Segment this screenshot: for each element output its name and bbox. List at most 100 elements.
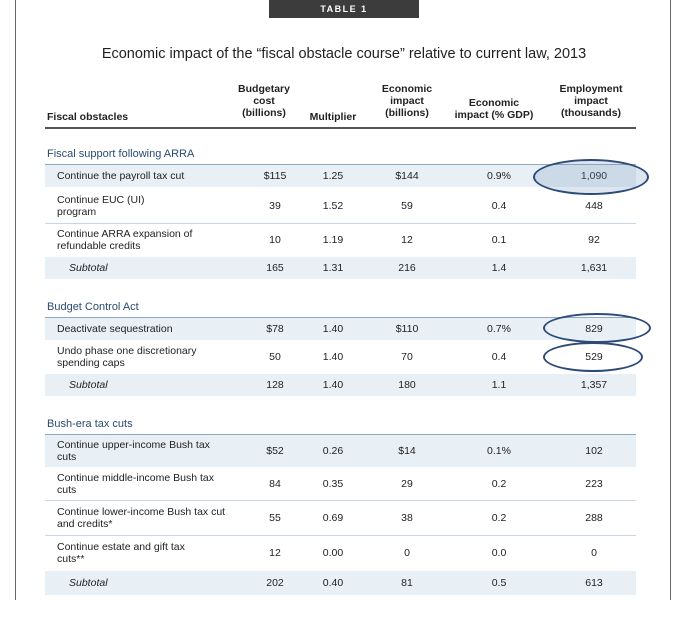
row-label: Continue lower-income Bush tax cut and c… — [57, 506, 226, 530]
row-label: Continue estate and gift tax cuts** — [57, 541, 185, 565]
header-fiscal-obstacles: Fiscal obstacles — [47, 111, 129, 123]
section-label-bush: Bush-era tax cuts — [47, 418, 133, 430]
section-divider — [45, 164, 636, 165]
row-label: Continue EUC (UI) program — [57, 193, 145, 218]
section-divider — [45, 434, 636, 435]
cell-multiplier: 0.40 — [322, 577, 344, 589]
header-rule — [45, 127, 636, 129]
cell-impact: $14 — [398, 445, 416, 457]
header-employment-line1: Employment — [559, 83, 623, 95]
cell-cost: 84 — [269, 478, 281, 490]
highlight-ellipse-sequestration — [543, 313, 651, 343]
cell-multiplier: 1.25 — [322, 170, 344, 182]
row-label: Continue ARRA expansion of refundable cr… — [57, 228, 193, 252]
cell-multiplier: 1.19 — [322, 234, 344, 246]
cell-multiplier: 0.69 — [322, 512, 344, 524]
row-label: Deactivate sequestration — [57, 323, 173, 335]
cell-cost: $52 — [266, 445, 284, 457]
table-row: Continue middle-income Bush tax cuts 84 … — [45, 468, 636, 500]
cell-gdp: 0.9% — [487, 170, 511, 182]
cell-multiplier: 1.40 — [322, 351, 344, 363]
subtotal-row: Subtotal 202 0.40 81 0.5 613 — [45, 571, 636, 595]
cell-impact: 81 — [401, 577, 413, 589]
cell-impact: $110 — [395, 323, 419, 335]
cell-multiplier: 0.35 — [322, 478, 344, 490]
cell-impact: 180 — [398, 379, 416, 391]
cell-impact: 12 — [401, 234, 413, 246]
row-divider — [45, 535, 636, 536]
cell-cost: $115 — [263, 170, 287, 182]
subtotal-row: Subtotal 128 1.40 180 1.1 1,357 — [45, 374, 636, 396]
cell-gdp: 0.1 — [491, 234, 507, 246]
cell-employment: 613 — [585, 577, 603, 589]
table-row: Continue EUC (UI) program 39 1.52 59 0.4… — [45, 188, 636, 223]
cell-employment: 0 — [591, 547, 597, 559]
cell-employment: 223 — [585, 478, 603, 490]
section-divider — [45, 317, 636, 318]
cell-employment: 448 — [585, 199, 603, 212]
header-budgetary-cost: Budgetary cost (billions) — [230, 83, 298, 119]
cell-employment: 92 — [588, 234, 600, 246]
highlight-ellipse-caps — [543, 342, 643, 372]
cell-impact: 0 — [404, 547, 410, 559]
cell-cost: $78 — [266, 323, 284, 335]
cell-multiplier: 1.40 — [322, 323, 344, 335]
row-label: Undo phase one discretionary spending ca… — [57, 345, 197, 369]
cell-cost: 128 — [266, 379, 284, 391]
cell-gdp: 0.2 — [491, 512, 507, 524]
header-multiplier: Multiplier — [309, 111, 357, 123]
cell-employment: 1,631 — [580, 262, 608, 274]
cell-cost: 50 — [269, 351, 281, 363]
section-label-bca: Budget Control Act — [47, 301, 139, 313]
row-label: Subtotal — [69, 379, 108, 391]
table-label: TABLE 1 — [269, 0, 419, 18]
table-row: Continue upper-income Bush tax cuts $52 … — [45, 435, 636, 467]
table-row: Deactivate sequestration $78 1.40 $110 0… — [45, 318, 636, 340]
cell-gdp: 0.1% — [487, 445, 511, 457]
page-frame — [15, 0, 671, 600]
cell-multiplier: 1.31 — [322, 262, 344, 274]
cell-gdp: 0.4 — [491, 351, 507, 363]
row-label: Continue upper-income Bush tax cuts — [57, 439, 210, 463]
header-employment-impact: Employment impact (thousands) — [552, 83, 630, 119]
row-divider — [45, 223, 636, 224]
table-title: Economic impact of the “fiscal obstacle … — [101, 46, 587, 62]
cell-impact: 29 — [401, 478, 413, 490]
cell-gdp: 1.1 — [491, 379, 507, 391]
cell-cost: 12 — [269, 547, 281, 559]
row-label: Continue middle-income Bush tax cuts — [57, 472, 214, 496]
header-budgetary-cost-line1: Budgetary — [238, 83, 290, 95]
table-row: Continue ARRA expansion of refundable cr… — [45, 224, 636, 256]
cell-multiplier: 1.52 — [322, 199, 344, 212]
cell-gdp: 0.2 — [491, 478, 507, 490]
cell-gdp: 0.4 — [491, 199, 507, 212]
header-economic-impact-gdp: Economic impact (% GDP) — [447, 97, 541, 121]
header-economic-impact: Economic impact (billions) — [375, 83, 439, 119]
cell-impact: 70 — [401, 351, 413, 363]
subtotal-row: Subtotal 165 1.31 216 1.4 1,631 — [45, 257, 636, 279]
header-gdp-line1: Economic — [468, 97, 520, 109]
cell-gdp: 0.7% — [487, 323, 511, 335]
cell-multiplier: 0.26 — [322, 445, 344, 457]
table-row: Continue lower-income Bush tax cut and c… — [45, 501, 636, 535]
cell-gdp: 0.0 — [491, 547, 507, 559]
cell-gdp: 0.5 — [491, 577, 507, 589]
cell-employment: 102 — [585, 445, 603, 457]
header-economic-impact-line3: (billions) — [385, 107, 429, 119]
cell-employment: 1,357 — [580, 379, 608, 391]
cell-impact: 59 — [401, 199, 413, 212]
cell-impact: $144 — [395, 170, 419, 182]
table-row: Undo phase one discretionary spending ca… — [45, 341, 636, 373]
cell-impact: 38 — [401, 512, 413, 524]
highlight-ellipse-payroll — [533, 159, 649, 195]
row-label: Continue the payroll tax cut — [57, 170, 185, 182]
cell-employment: 288 — [585, 512, 603, 524]
cell-cost: 10 — [269, 234, 281, 246]
header-employment-line2: impact — [574, 95, 608, 107]
header-economic-impact-line2: impact — [390, 95, 424, 107]
row-label: Subtotal — [69, 577, 108, 589]
cell-cost: 39 — [269, 199, 281, 212]
cell-impact: 216 — [398, 262, 416, 274]
cell-gdp: 1.4 — [491, 262, 507, 274]
cell-cost: 165 — [266, 262, 284, 274]
